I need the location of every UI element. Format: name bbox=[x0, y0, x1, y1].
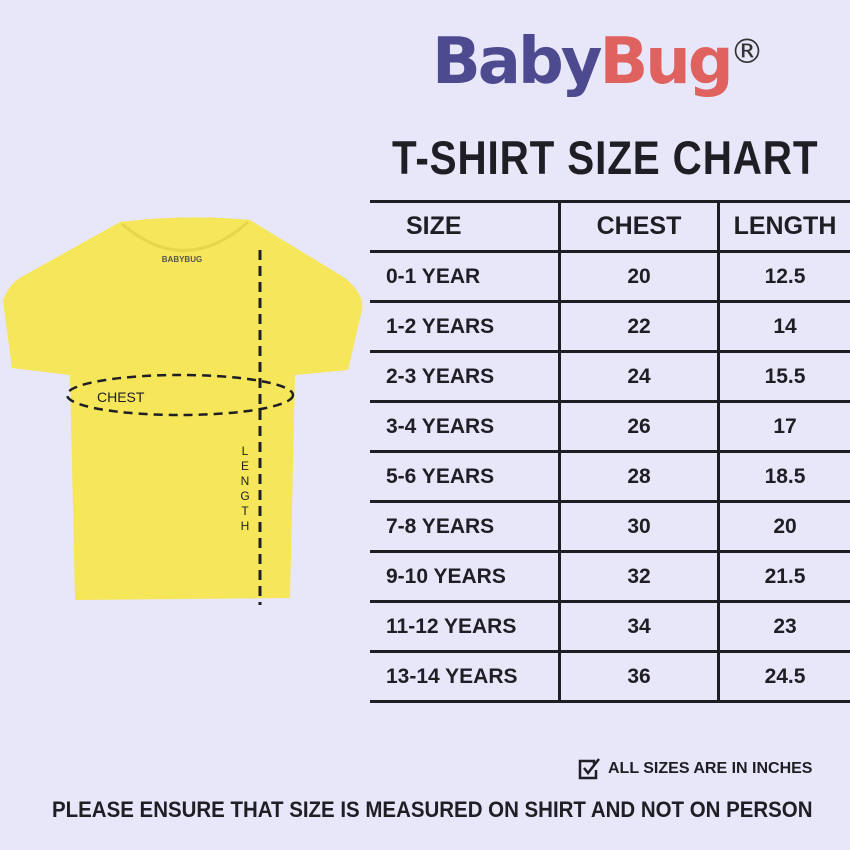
chest-cell: 36 bbox=[558, 650, 720, 703]
table-row: 9-10 YEARS 32 21.5 bbox=[370, 550, 850, 603]
length-cell: 12.5 bbox=[717, 250, 850, 303]
header-size: SIZE bbox=[370, 200, 561, 253]
logo-part-baby: Baby bbox=[432, 25, 602, 99]
table-row: 1-2 YEARS 22 14 bbox=[370, 300, 850, 353]
length-cell: 18.5 bbox=[717, 450, 850, 503]
header-length: LENGTH bbox=[717, 200, 850, 253]
brand-logo: BabyBug ® bbox=[432, 22, 764, 102]
table-row: 5-6 YEARS 28 18.5 bbox=[370, 450, 850, 503]
chest-cell: 20 bbox=[558, 250, 720, 303]
table-row: 13-14 YEARS 36 24.5 bbox=[370, 650, 850, 703]
size-cell: 0-1 YEAR bbox=[370, 250, 561, 303]
size-cell: 11-12 YEARS bbox=[370, 600, 561, 653]
length-cell: 23 bbox=[717, 600, 850, 653]
page-title: T-SHIRT SIZE CHART bbox=[392, 131, 819, 184]
size-cell: 9-10 YEARS bbox=[370, 550, 561, 603]
length-cell: 17 bbox=[717, 400, 850, 453]
units-note: ALL SIZES ARE IN INCHES bbox=[578, 758, 812, 780]
table-row: 2-3 YEARS 24 15.5 bbox=[370, 350, 850, 403]
chest-cell: 22 bbox=[558, 300, 720, 353]
footer-instruction: PLEASE ENSURE THAT SIZE IS MEASURED ON S… bbox=[52, 797, 813, 822]
size-table: SIZE CHEST LENGTH 0-1 YEAR 20 12.5 1-2 YEAR… bbox=[370, 200, 850, 703]
length-cell: 21.5 bbox=[717, 550, 850, 603]
size-cell: 5-6 YEARS bbox=[370, 450, 561, 503]
chest-cell: 26 bbox=[558, 400, 720, 453]
length-cell: 24.5 bbox=[717, 650, 850, 703]
length-cell: 14 bbox=[717, 300, 850, 353]
tshirt-collar bbox=[121, 220, 249, 252]
size-cell: 3-4 YEARS bbox=[370, 400, 561, 453]
chest-label: CHEST bbox=[97, 389, 145, 405]
chest-measure-line bbox=[65, 373, 295, 417]
size-cell: 7-8 YEARS bbox=[370, 500, 561, 553]
table-row: 0-1 YEAR 20 12.5 bbox=[370, 250, 850, 303]
length-cell: 20 bbox=[717, 500, 850, 553]
chest-cell: 32 bbox=[558, 550, 720, 603]
size-cell: 1-2 YEARS bbox=[370, 300, 561, 353]
table-row: 3-4 YEARS 26 17 bbox=[370, 400, 850, 453]
tshirt-shape bbox=[3, 217, 363, 600]
size-cell: 2-3 YEARS bbox=[370, 350, 561, 403]
units-note-text: ALL SIZES ARE IN INCHES bbox=[608, 760, 813, 777]
header-chest: CHEST bbox=[558, 200, 720, 253]
size-cell: 13-14 YEARS bbox=[370, 650, 561, 703]
table-row: 11-12 YEARS 34 23 bbox=[370, 600, 850, 653]
chest-cell: 28 bbox=[558, 450, 720, 503]
logo-part-bug: Bug bbox=[599, 25, 734, 99]
chest-cell: 34 bbox=[558, 600, 720, 653]
table-header-row: SIZE CHEST LENGTH bbox=[370, 200, 850, 253]
table-row: 7-8 YEARS 30 20 bbox=[370, 500, 850, 553]
length-cell: 15.5 bbox=[717, 350, 850, 403]
checkbox-checked-icon bbox=[578, 758, 600, 780]
chest-cell: 30 bbox=[558, 500, 720, 553]
shirt-brand-label: BABYBUG bbox=[162, 255, 202, 264]
registered-mark: ® bbox=[730, 32, 764, 72]
chest-cell: 24 bbox=[558, 350, 720, 403]
